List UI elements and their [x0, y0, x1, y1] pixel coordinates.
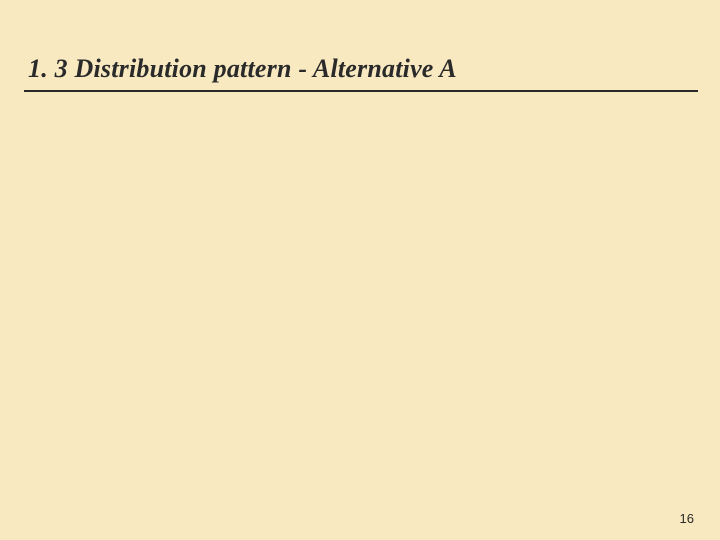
section-heading: 1. 3 Distribution pattern - Alternative …: [28, 54, 457, 84]
slide: 1. 3 Distribution pattern - Alternative …: [0, 0, 720, 540]
heading-underline: [24, 90, 698, 92]
page-number: 16: [680, 511, 694, 526]
